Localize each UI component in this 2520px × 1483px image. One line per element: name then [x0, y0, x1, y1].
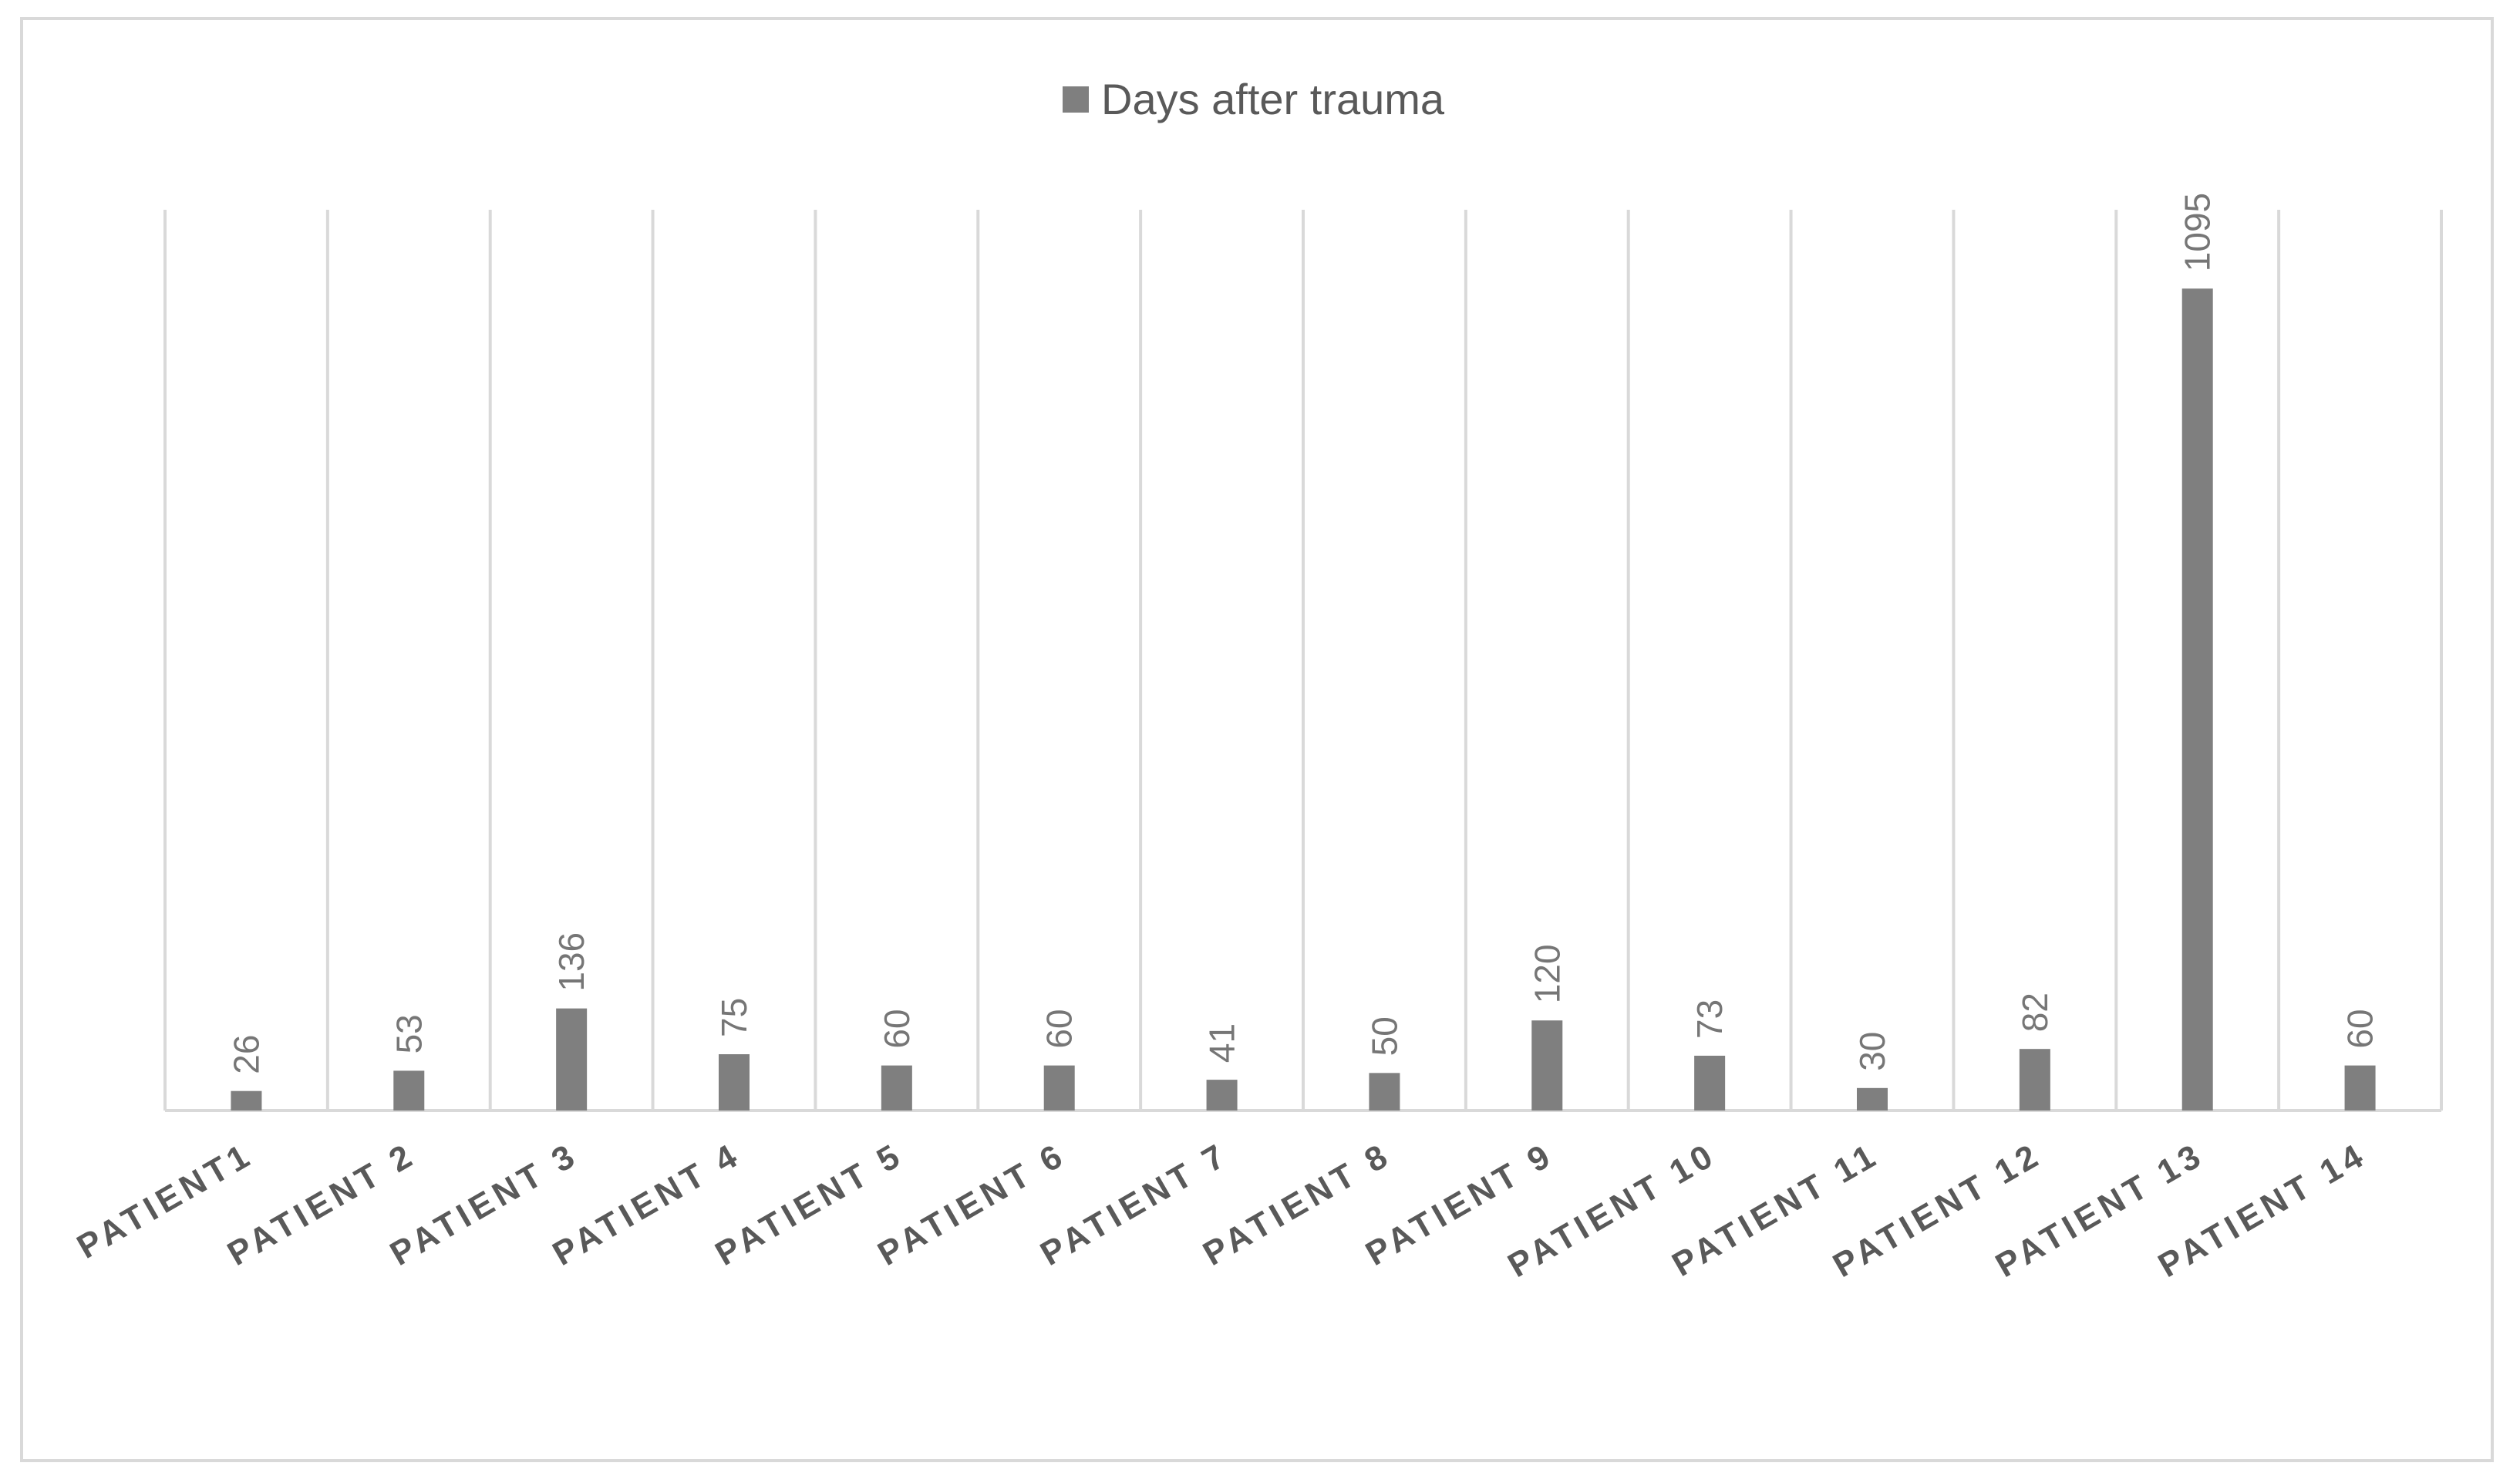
- bar: [393, 1070, 425, 1111]
- legend-label: Days after trauma: [1101, 75, 1445, 123]
- data-label: 41: [1202, 1023, 1242, 1063]
- data-label: 60: [1039, 1009, 1080, 1048]
- data-label: 30: [1852, 1032, 1892, 1071]
- bars: [231, 288, 2376, 1111]
- data-label: 50: [1364, 1016, 1404, 1056]
- bar: [881, 1065, 912, 1111]
- legend: Days after trauma: [1063, 75, 1445, 123]
- data-label: 82: [2015, 993, 2055, 1032]
- bar: [2344, 1065, 2376, 1111]
- data-label: 60: [877, 1009, 917, 1048]
- bar: [1043, 1065, 1075, 1111]
- legend-swatch: [1063, 86, 1089, 113]
- gridlines: [163, 210, 2443, 1112]
- data-label: 1095: [2178, 193, 2218, 271]
- bar: [1694, 1055, 1726, 1111]
- bar: [719, 1054, 750, 1111]
- data-label: 53: [389, 1014, 429, 1053]
- data-label: 26: [226, 1035, 266, 1074]
- data-label: 60: [2340, 1009, 2380, 1048]
- bar: [231, 1090, 262, 1111]
- chart-frame: [20, 17, 2494, 1462]
- bar: [556, 1008, 588, 1111]
- bar: [1531, 1020, 1563, 1111]
- bar: [1857, 1087, 1888, 1111]
- data-labels: 26 53 136 75 60 60 41 50 120 73 30 82 1095 60: [226, 193, 2380, 1074]
- data-label: 120: [1527, 944, 1567, 1003]
- data-label: 136: [551, 932, 591, 992]
- data-label: 75: [714, 998, 754, 1037]
- data-label: 73: [1690, 999, 1730, 1039]
- bar: [1369, 1073, 1400, 1111]
- bar: [2019, 1049, 2050, 1111]
- bar: [2181, 288, 2213, 1111]
- bar: [1206, 1080, 1238, 1111]
